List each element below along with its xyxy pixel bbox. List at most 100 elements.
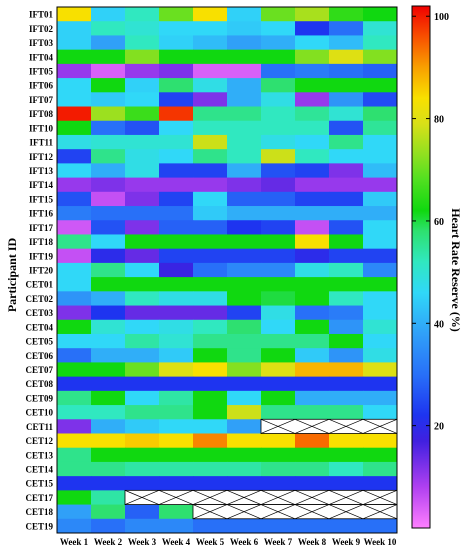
heatmap-cell (91, 234, 126, 250)
heatmap-cell (227, 461, 262, 477)
heatmap-cell (329, 390, 364, 406)
heatmap-cell (125, 149, 160, 164)
heatmap-cell (227, 248, 262, 264)
heatmap-cell (329, 348, 364, 363)
heatmap-cell (193, 177, 228, 193)
heatmap-cell (57, 433, 92, 449)
column-label: Week 7 (264, 537, 293, 547)
row-label: CET12 (25, 436, 53, 446)
row-label: CET14 (25, 465, 53, 475)
colorbar-tick-label: 80 (434, 115, 444, 126)
row-label: CET04 (25, 322, 53, 332)
heatmap-cell (227, 177, 262, 193)
heatmap-cell (159, 191, 194, 207)
heatmap-cell (329, 49, 364, 65)
heatmap-cell (125, 134, 160, 150)
heatmap-cell (261, 262, 296, 278)
heatmap-cell (159, 461, 194, 477)
heatmap-cell (295, 348, 330, 363)
heatmap-cell (227, 476, 262, 491)
heatmap-cell (57, 177, 92, 193)
heatmap-cell (329, 362, 364, 378)
heatmap-cell (193, 390, 228, 406)
heatmap-cell (261, 78, 296, 93)
heatmap-cell (363, 262, 398, 278)
heatmap-cell (261, 405, 296, 420)
missing-data-hatch (328, 504, 364, 520)
heatmap-cell (193, 333, 228, 349)
heatmap-cell (329, 376, 364, 392)
missing-data-cell (260, 418, 398, 434)
heatmap-cell (193, 234, 228, 250)
heatmap-cell (159, 78, 194, 93)
row-labels: IFT01 IFT02 IFT03 IFT04 IFT05 IFT06 IFT07 IFT08… (25, 10, 53, 532)
heatmap-cell (363, 177, 398, 193)
heatmap-cell (295, 163, 330, 179)
heatmap-cell (57, 220, 92, 235)
heatmap-cell (295, 447, 330, 463)
heatmap-cell (91, 490, 126, 506)
heatmap-cell (295, 78, 330, 93)
heatmap-cell (57, 106, 92, 122)
heatmap-cell (159, 504, 194, 520)
row-label: CET05 (25, 337, 53, 347)
heatmap-cell (363, 305, 398, 321)
heatmap-cell (227, 234, 262, 250)
heatmap-cell (159, 518, 194, 534)
heatmap-cell (261, 163, 296, 179)
heatmap-cell (193, 305, 228, 321)
heatmap-cell (227, 134, 262, 150)
heatmap-cell (57, 248, 92, 264)
heatmap-cell (295, 376, 330, 392)
heatmap-cell (295, 362, 330, 378)
heatmap-cell (363, 348, 398, 363)
heatmap-cell (295, 305, 330, 321)
heatmap-cell (227, 291, 262, 307)
heatmap-cell (363, 92, 398, 108)
heatmap-cell (91, 35, 126, 51)
heatmap-cell (193, 248, 228, 264)
heatmap-cell (125, 504, 160, 520)
heatmap-cell (363, 49, 398, 65)
heatmap-cell (159, 333, 194, 349)
heatmap-cell (227, 518, 262, 534)
heatmap-cell (91, 120, 126, 136)
heatmap-cell (125, 106, 160, 122)
heatmap-cell (57, 191, 92, 207)
colorbar-tick-label: 60 (434, 217, 444, 228)
row-label: CET06 (25, 351, 53, 361)
missing-data-hatch (124, 490, 160, 505)
row-label: CET10 (25, 408, 53, 418)
heatmap-cell (363, 390, 398, 406)
heatmap-cell (227, 390, 262, 406)
heatmap-cell (227, 191, 262, 207)
heatmap-cell (159, 348, 194, 363)
heatmap-cell (125, 92, 160, 108)
heatmap-cell (295, 277, 330, 292)
heatmap-cell (91, 106, 126, 122)
heatmap-cell (57, 504, 92, 520)
heatmap-cell (159, 305, 194, 321)
missing-data-hatch (362, 418, 398, 434)
heatmap-cell (329, 476, 364, 491)
missing-data-hatch (158, 490, 194, 505)
heatmap-cell (227, 319, 262, 335)
heatmap-cell (227, 405, 262, 420)
heatmap-cell (261, 63, 296, 79)
row-label: IFT17 (29, 223, 54, 233)
heatmap-cell (125, 21, 160, 36)
heatmap-cell (363, 333, 398, 349)
heatmap-cell (57, 234, 92, 250)
heatmap-cell (295, 206, 330, 221)
heatmap-cell (227, 447, 262, 463)
heatmap-cell (193, 206, 228, 221)
heatmap-cell (227, 333, 262, 349)
heatmap-cell (363, 461, 398, 477)
heatmap-cell (261, 362, 296, 378)
heatmap-cell (91, 49, 126, 65)
heatmap-cell (125, 7, 160, 22)
heatmap-cell (57, 163, 92, 179)
heatmap-cell (227, 163, 262, 179)
heatmap-cell (57, 120, 92, 136)
heatmap-cell (125, 405, 160, 420)
